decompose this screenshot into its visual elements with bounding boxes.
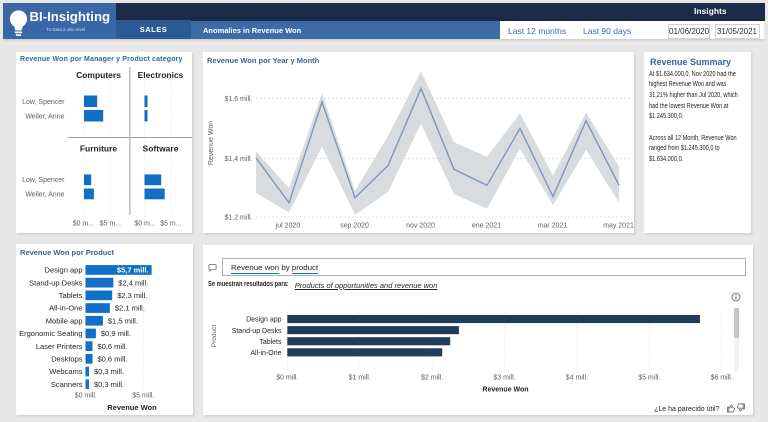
svg-text:Mobile app: Mobile app [46,317,83,326]
svg-text:Revenue Won: Revenue Won [107,403,157,412]
svg-text:$2 mill.: $2 mill. [421,375,443,382]
svg-text:$2,3 mill.: $2,3 mill. [117,291,147,300]
svg-text:Webcams: Webcams [49,367,82,376]
svg-text:¿Le ha parecido útil?: ¿Le ha parecido útil? [654,406,719,413]
svg-text:Low, Spencer: Low, Spencer [22,177,65,184]
svg-text:Tablets: Tablets [59,291,83,300]
svg-text:$1,4 mill.: $1,4 mill. [224,156,252,163]
svg-text:Electronics: Electronics [138,70,184,80]
svg-text:mar 2021: mar 2021 [538,223,568,230]
svg-text:Revenue Won: Revenue Won [482,387,528,394]
svg-text:$4 mill.: $4 mill. [566,375,588,382]
svg-text:sep 2020: sep 2020 [340,223,369,230]
svg-text:$0,6 mill.: $0,6 mill. [98,342,128,351]
svg-text:ene 2021: ene 2021 [472,223,501,230]
svg-text:$5 m...: $5 m... [160,221,181,228]
svg-text:$6 mill.: $6 mill. [711,375,733,382]
svg-text:Laser Printers: Laser Printers [36,342,83,351]
svg-text:$5 m...: $5 m... [100,221,121,228]
svg-text:$0,9 mill.: $0,9 mill. [101,329,131,338]
svg-text:Ergonomic Seating: Ergonomic Seating [19,329,82,338]
svg-text:Software: Software [143,144,179,154]
svg-text:$0,3 mill.: $0,3 mill. [94,367,124,376]
svg-text:Product: Product [211,325,218,348]
svg-text:$0,6 mill.: $0,6 mill. [98,355,128,364]
svg-text:$2,4 mill.: $2,4 mill. [118,279,148,288]
svg-text:$0,3 mill.: $0,3 mill. [94,380,124,389]
svg-text:Computers: Computers [76,70,121,80]
svg-text:Weiler, Anne: Weiler, Anne [25,113,64,120]
svg-text:$5 mill.: $5 mill. [132,393,154,400]
svg-text:Design app: Design app [45,266,83,275]
svg-text:$0 mill.: $0 mill. [276,375,298,382]
svg-text:jul 2020: jul 2020 [275,223,301,230]
svg-text:Stand-up Desks: Stand-up Desks [29,279,83,288]
svg-text:may 2021: may 2021 [603,223,634,230]
svg-text:$5 mill.: $5 mill. [638,375,660,382]
svg-text:$0 m...: $0 m... [73,221,94,228]
svg-text:Desktops: Desktops [51,355,83,364]
svg-text:nov 2020: nov 2020 [406,223,435,230]
svg-text:$3 mill.: $3 mill. [493,375,515,382]
svg-text:$5,7 mill.: $5,7 mill. [117,266,149,275]
svg-text:Weiler, Anne: Weiler, Anne [25,191,64,198]
svg-text:All-in-One: All-in-One [250,350,281,357]
svg-text:All-in-One: All-in-One [49,304,82,313]
svg-text:$1,5 mill.: $1,5 mill. [108,317,138,326]
svg-text:Furniture: Furniture [80,144,118,154]
svg-text:Design app: Design app [246,317,282,324]
svg-text:Stand-up Desks: Stand-up Desks [232,328,282,335]
svg-text:$1 mill.: $1 mill. [349,375,371,382]
svg-text:Scanners: Scanners [51,380,83,389]
svg-text:$0 m...: $0 m... [134,221,155,228]
svg-text:Tablets: Tablets [259,339,282,346]
svg-text:Low, Spencer: Low, Spencer [22,99,65,106]
svg-text:$0 mill.: $0 mill. [75,393,97,400]
svg-text:$1,2 mill.: $1,2 mill. [224,215,252,222]
svg-text:Revenue Won: Revenue Won [208,121,215,165]
svg-text:$1,6 mill.: $1,6 mill. [224,96,252,103]
svg-text:$2,1 mill.: $2,1 mill. [115,304,145,313]
